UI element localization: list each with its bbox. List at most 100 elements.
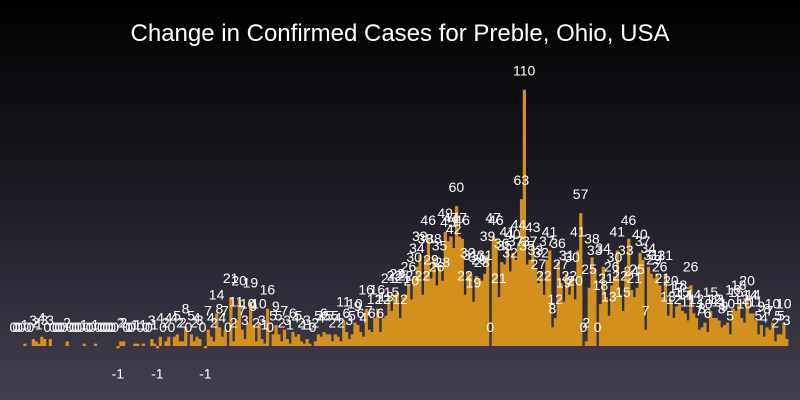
bar bbox=[573, 299, 577, 346]
bar bbox=[559, 283, 563, 346]
data-label: 21 bbox=[395, 270, 411, 286]
data-label: 44 bbox=[511, 216, 527, 232]
bar bbox=[282, 329, 287, 346]
data-label: 2 bbox=[63, 314, 71, 330]
data-labels-group: 0000100321430300000200000100010000000-12… bbox=[10, 63, 792, 382]
data-label: 11 bbox=[336, 293, 351, 309]
data-label: 47 bbox=[485, 209, 501, 225]
bar bbox=[136, 343, 140, 346]
bar bbox=[768, 329, 772, 346]
data-label: 0 bbox=[128, 319, 136, 335]
bar bbox=[31, 339, 35, 346]
bar bbox=[782, 322, 786, 346]
data-label: 60 bbox=[449, 179, 465, 195]
bar bbox=[119, 341, 123, 346]
bar bbox=[421, 294, 425, 346]
data-label: 0 bbox=[159, 319, 167, 335]
bar bbox=[432, 257, 436, 346]
data-label: 31 bbox=[643, 247, 659, 263]
data-label: 0 bbox=[72, 319, 80, 335]
bar bbox=[401, 297, 405, 346]
data-label: 8 bbox=[718, 300, 726, 316]
bar bbox=[754, 320, 758, 346]
data-label: 21 bbox=[491, 270, 507, 286]
data-label: 0 bbox=[111, 319, 119, 335]
data-label: 0 bbox=[83, 319, 91, 335]
bar bbox=[384, 315, 388, 346]
data-label: 2 bbox=[230, 314, 238, 330]
bar bbox=[232, 341, 236, 346]
bar bbox=[624, 269, 628, 346]
data-label: 16 bbox=[260, 282, 276, 298]
bar bbox=[243, 339, 247, 346]
bar bbox=[737, 304, 741, 346]
bar bbox=[680, 311, 684, 346]
data-label: 0 bbox=[18, 319, 26, 335]
data-label: 2 bbox=[278, 314, 286, 330]
bar bbox=[392, 294, 397, 346]
bar bbox=[446, 241, 450, 346]
data-label: 0 bbox=[136, 319, 144, 335]
data-label: 0 bbox=[66, 319, 74, 335]
data-label: 38 bbox=[584, 230, 600, 246]
bar bbox=[689, 285, 693, 346]
bar bbox=[254, 341, 258, 346]
bar bbox=[407, 285, 411, 346]
data-label: 1 bbox=[21, 317, 29, 333]
bar bbox=[762, 336, 766, 346]
data-label: 3 bbox=[29, 312, 37, 328]
bar bbox=[675, 306, 679, 346]
data-label: 14 bbox=[742, 286, 758, 302]
bar bbox=[486, 255, 490, 346]
data-label: 46 bbox=[621, 212, 637, 228]
data-label: 18 bbox=[731, 277, 747, 293]
data-label: 21 bbox=[223, 270, 239, 286]
bar bbox=[556, 262, 560, 346]
data-label: 29 bbox=[423, 251, 439, 267]
bar bbox=[658, 285, 662, 346]
data-label: 6 bbox=[376, 305, 384, 321]
data-label: 24 bbox=[624, 263, 640, 279]
bar bbox=[122, 341, 126, 346]
bar bbox=[299, 341, 304, 346]
bar bbox=[708, 311, 713, 346]
data-label: 0 bbox=[224, 319, 232, 335]
bar bbox=[545, 259, 549, 346]
bar bbox=[576, 250, 580, 346]
data-label: 31 bbox=[477, 247, 493, 263]
bar bbox=[785, 339, 789, 346]
data-label: 34 bbox=[641, 240, 657, 256]
data-label: 5 bbox=[326, 307, 334, 323]
bar bbox=[455, 206, 459, 346]
data-label: 18 bbox=[672, 277, 688, 293]
data-label: 21 bbox=[381, 270, 397, 286]
data-label: 7 bbox=[766, 303, 774, 319]
bar bbox=[517, 243, 521, 346]
bar bbox=[725, 322, 730, 346]
bar bbox=[655, 273, 659, 346]
data-label: 2 bbox=[337, 314, 345, 330]
data-label: 7 bbox=[642, 303, 650, 319]
bar bbox=[257, 322, 261, 346]
data-label: 16 bbox=[358, 282, 374, 298]
data-label: 0 bbox=[24, 319, 32, 335]
bar bbox=[82, 343, 86, 346]
bar bbox=[607, 315, 611, 346]
data-label: 15 bbox=[384, 284, 400, 300]
bar bbox=[666, 315, 670, 346]
bar bbox=[155, 346, 160, 349]
bar bbox=[460, 238, 464, 346]
data-label: 0 bbox=[10, 319, 18, 335]
data-label: 0 bbox=[15, 319, 23, 335]
data-label: 3 bbox=[258, 312, 266, 328]
data-label: 0 bbox=[97, 319, 105, 335]
data-label: 2 bbox=[117, 314, 125, 330]
bar bbox=[714, 318, 718, 346]
bar bbox=[584, 341, 589, 346]
bar bbox=[776, 334, 780, 346]
data-label: 3 bbox=[196, 312, 204, 328]
data-label: 12 bbox=[708, 291, 724, 307]
data-label: 2 bbox=[328, 314, 336, 330]
data-label: 13 bbox=[601, 289, 617, 305]
